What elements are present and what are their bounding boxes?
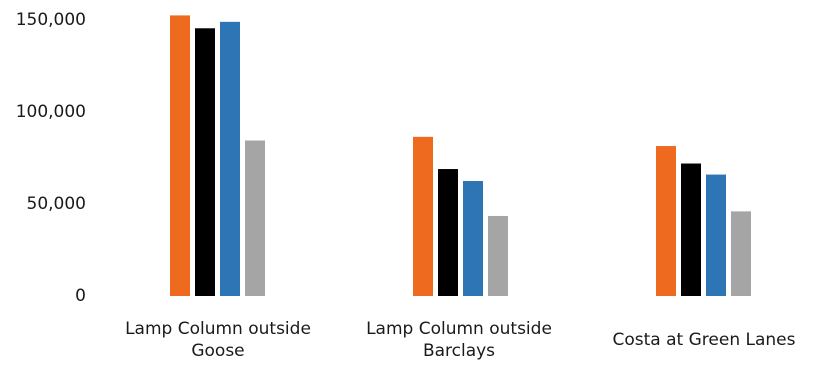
x-category-label-line: Costa at Green Lanes: [613, 330, 796, 350]
x-category-label-line: Goose: [191, 341, 244, 361]
x-category-label-line: Lamp Column outside: [125, 319, 311, 339]
y-tick-label: 50,000: [27, 194, 86, 214]
y-tick-label: 0: [75, 286, 86, 306]
bar: [438, 169, 458, 296]
bar: [488, 215, 508, 296]
bar: [463, 181, 483, 296]
x-category-label: Lamp Column outside Barclays: [366, 319, 552, 361]
bar: [170, 15, 190, 297]
x-category-label: Lamp Column outside Goose: [125, 319, 311, 361]
y-tick-label: 100,000: [16, 102, 86, 122]
y-axis: 0 50,000 100,000 150,000: [16, 10, 86, 306]
x-category-label-line: Barclays: [423, 341, 495, 361]
bar: [245, 140, 265, 296]
bar: [731, 211, 751, 296]
bar: [706, 174, 726, 296]
bar: [413, 136, 433, 296]
bar: [220, 21, 240, 297]
x-category-label: Costa at Green Lanes: [613, 330, 796, 350]
bar: [656, 146, 676, 296]
bar: [681, 163, 701, 296]
plot-area: [170, 15, 751, 297]
bar: [195, 28, 215, 297]
x-category-label-line: Lamp Column outside: [366, 319, 552, 339]
y-tick-label: 150,000: [16, 10, 86, 30]
